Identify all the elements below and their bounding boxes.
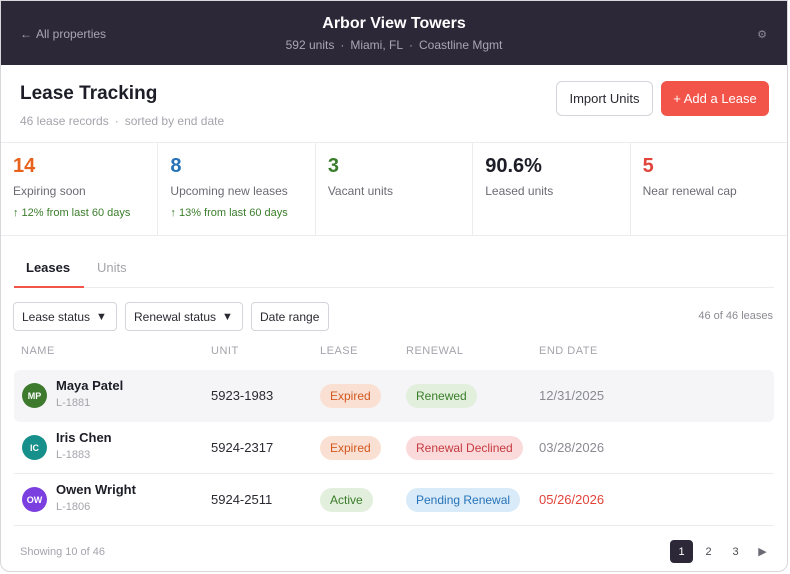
stat-value: 90.6% bbox=[485, 155, 542, 177]
end-date: 05/26/2026 bbox=[539, 492, 605, 507]
property-manager: Coastline Mgmt bbox=[419, 38, 503, 52]
stat-trend: ↑ 13% from last 60 days bbox=[170, 207, 288, 219]
lease-id: L-1806 bbox=[56, 501, 91, 513]
lease-status-badge: Active bbox=[320, 488, 373, 512]
date-range-filter[interactable]: Date range bbox=[251, 302, 329, 331]
back-label: All properties bbox=[36, 27, 107, 41]
filter-label: Lease status bbox=[22, 309, 91, 324]
stat-value: 14 bbox=[13, 155, 36, 177]
separator: · bbox=[114, 114, 119, 128]
avatar: MP bbox=[22, 383, 47, 408]
stat-label: Upcoming new leases bbox=[170, 184, 288, 198]
page-title: Lease Tracking bbox=[20, 83, 158, 104]
column-header-lease[interactable]: LEASE bbox=[320, 345, 358, 357]
caret-down-icon: ▼ bbox=[96, 310, 107, 323]
stat-near-renewal-cap: 5 Near renewal cap bbox=[631, 143, 787, 235]
separator: · bbox=[409, 38, 413, 52]
filter-bar: Lease status ▼ Renewal status ▼ Date ran… bbox=[1, 288, 787, 332]
property-name: Arbor View Towers bbox=[322, 15, 466, 32]
table-header: NAME UNIT LEASE RENEWAL END DATE bbox=[1, 332, 787, 370]
renewal-status-badge: Renewed bbox=[406, 384, 477, 408]
renewal-status-badge: Pending Renewal bbox=[406, 488, 521, 512]
property-location: Miami, FL bbox=[350, 38, 403, 52]
tenant-name[interactable]: Owen Wright bbox=[56, 482, 136, 497]
renewal-status-badge: Renewal Declined bbox=[406, 436, 523, 460]
table-footer: Showing 10 of 46 1 2 3 ▶ bbox=[14, 526, 774, 571]
unit-number: 5924-2317 bbox=[211, 440, 274, 455]
showing-count: Showing 10 of 46 bbox=[20, 546, 106, 558]
lease-status-badge: Expired bbox=[320, 384, 381, 408]
table-row[interactable]: OW Owen Wright L-1806 5924-2511 Active Pendin… bbox=[14, 474, 774, 526]
lease-table-body: MP Maya Patel L-1881 5923-1983 Expired Renewe… bbox=[1, 370, 787, 526]
stat-value: 8 bbox=[170, 155, 182, 177]
stat-value: 3 bbox=[327, 155, 339, 177]
stat-trend: ↑ 12% from last 60 days bbox=[13, 207, 131, 219]
property-meta: 592 units · Miami, FL · Coastline Mgmt bbox=[1, 38, 787, 52]
next-page-icon[interactable]: ▶ bbox=[758, 546, 767, 558]
page-subtitle: 46 lease records · sorted by end date bbox=[20, 114, 224, 128]
lease-id: L-1883 bbox=[56, 449, 91, 461]
all-properties-link[interactable]: ← All properties bbox=[20, 27, 106, 41]
stat-leased-units: 90.6% Leased units bbox=[473, 143, 631, 235]
import-units-button[interactable]: Import Units bbox=[556, 81, 653, 116]
stat-label: Near renewal cap bbox=[642, 184, 737, 198]
property-units: 592 units bbox=[285, 38, 335, 52]
pagination: 1 2 3 ▶ bbox=[670, 540, 774, 563]
page-3-button[interactable]: 3 bbox=[732, 545, 739, 558]
caret-down-icon: ▼ bbox=[222, 310, 233, 323]
column-header-renewal[interactable]: RENEWAL bbox=[406, 345, 464, 357]
property-header: ← All properties Arbor View Towers 592 u… bbox=[1, 1, 787, 65]
lease-status-badge: Expired bbox=[320, 436, 381, 460]
column-header-end-date[interactable]: END DATE bbox=[539, 345, 598, 357]
stat-vacant-units: 3 Vacant units bbox=[316, 143, 474, 235]
stat-label: Leased units bbox=[485, 184, 554, 198]
table-row[interactable]: IC Iris Chen L-1883 5924-2317 Expired Renewal… bbox=[14, 422, 774, 474]
renewal-status-filter[interactable]: Renewal status ▼ bbox=[125, 302, 243, 331]
tab-bar: Leases Units bbox=[14, 236, 774, 288]
avatar: IC bbox=[22, 435, 47, 460]
record-count: 46 lease records bbox=[20, 114, 109, 128]
filter-label: Renewal status bbox=[134, 309, 217, 324]
page-header: Lease Tracking 46 lease records · sorted b… bbox=[1, 65, 787, 143]
lease-count: 46 of 46 leases bbox=[698, 310, 773, 322]
separator: · bbox=[340, 38, 345, 52]
avatar: OW bbox=[22, 487, 47, 512]
stat-expiring-soon: 14 Expiring soon ↑ 12% from last 60 days bbox=[1, 143, 159, 235]
tab-leases[interactable]: Leases bbox=[26, 260, 71, 275]
lease-status-filter[interactable]: Lease status ▼ bbox=[13, 302, 117, 331]
end-date: 12/31/2025 bbox=[539, 388, 605, 403]
stat-label: Expiring soon bbox=[13, 184, 86, 198]
page-1-button[interactable]: 1 bbox=[670, 540, 693, 563]
page-2-button[interactable]: 2 bbox=[705, 545, 712, 558]
end-date: 03/28/2026 bbox=[539, 440, 605, 455]
tenant-name[interactable]: Iris Chen bbox=[56, 430, 112, 445]
lease-id: L-1881 bbox=[56, 397, 91, 409]
column-header-unit[interactable]: UNIT bbox=[211, 345, 239, 357]
add-lease-button[interactable]: + Add a Lease bbox=[661, 81, 769, 116]
stats-row: 14 Expiring soon ↑ 12% from last 60 days… bbox=[1, 143, 787, 236]
gear-icon[interactable]: ⚙ bbox=[757, 29, 767, 41]
sort-note: sorted by end date bbox=[124, 114, 225, 128]
stat-upcoming-leases: 8 Upcoming new leases ↑ 13% from last 60… bbox=[158, 143, 316, 235]
tenant-name[interactable]: Maya Patel bbox=[56, 378, 124, 393]
tab-units[interactable]: Units bbox=[97, 260, 127, 275]
unit-number: 5923-1983 bbox=[211, 388, 274, 403]
active-tab-indicator bbox=[14, 286, 84, 288]
column-header-name[interactable]: NAME bbox=[21, 345, 55, 357]
table-row[interactable]: MP Maya Patel L-1881 5923-1983 Expired Renewe… bbox=[14, 370, 774, 422]
stat-value: 5 bbox=[642, 155, 654, 177]
unit-number: 5924-2511 bbox=[211, 492, 273, 507]
filter-label: Date range bbox=[260, 309, 320, 324]
stat-label: Vacant units bbox=[327, 184, 393, 198]
back-arrow-icon: ← bbox=[20, 27, 32, 41]
